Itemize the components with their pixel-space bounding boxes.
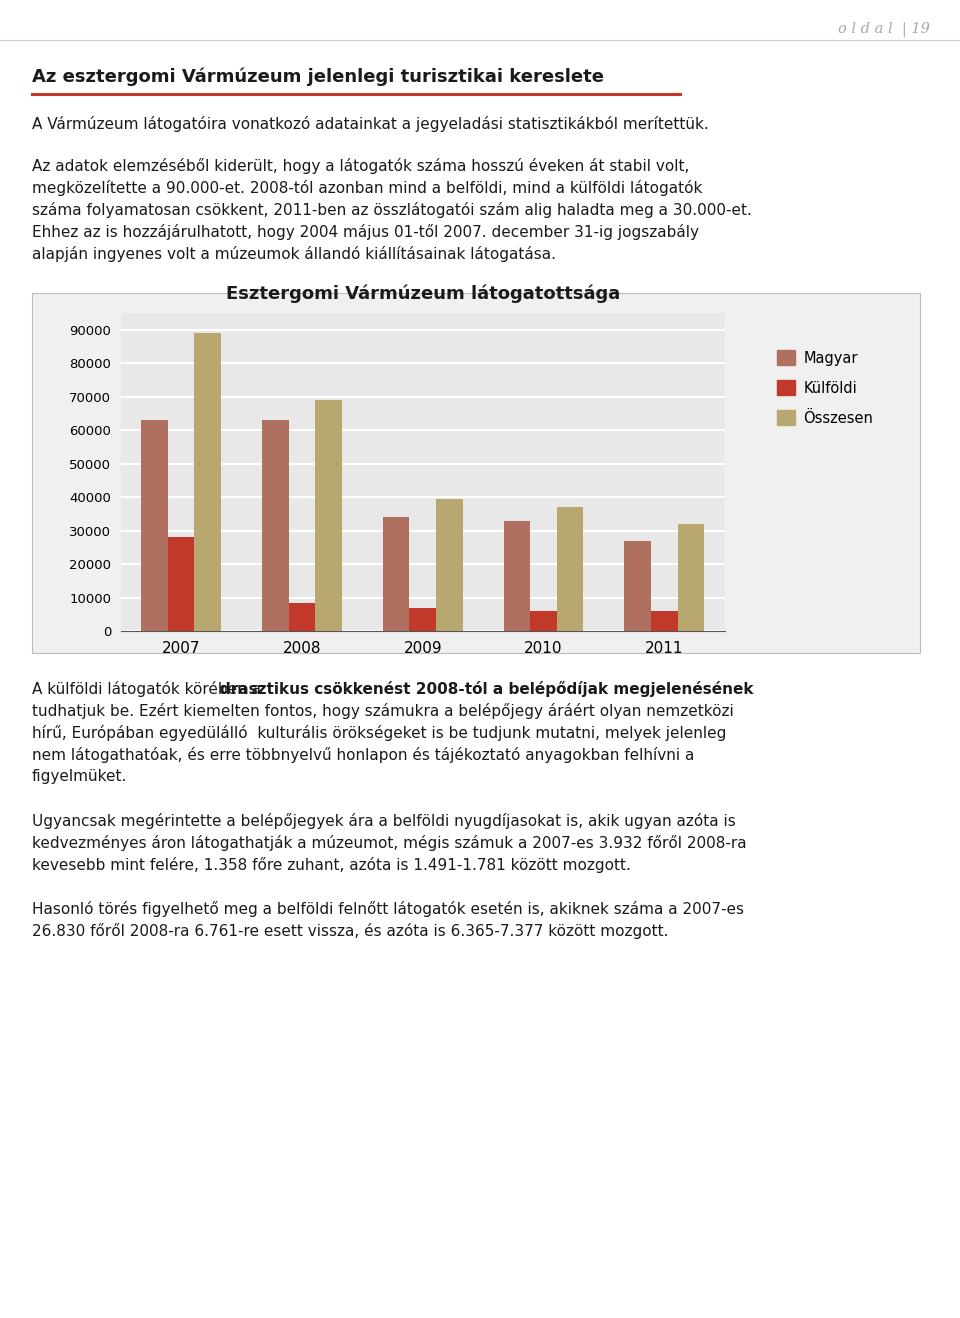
Bar [504,521,530,631]
Text: Ehhez az is hozzájárulhatott, hogy 2004 május 01-től 2007. december 31-ig jogsza: Ehhez az is hozzájárulhatott, hogy 2004 … [32,224,699,240]
Bar [383,518,409,631]
Text: Ugyancsak megérintette a belépőjegyek ára a belföldi nyugdíjasokat is, akik ugya: Ugyancsak megérintette a belépőjegyek ár… [32,813,735,829]
Text: A külföldi látogatók körében a: A külföldi látogatók körében a [32,681,266,697]
Text: alapján ingyenes volt a múzeumok állandó kiállításainak látogatása.: alapján ingyenes volt a múzeumok állandó… [32,246,556,262]
Text: Az adatok elemzéséből kiderült, hogy a látogatók száma hosszú éveken át stabil v: Az adatok elemzéséből kiderült, hogy a l… [32,158,689,174]
Title: Esztergomi Vármúzeum látogatottsága: Esztergomi Vármúzeum látogatottsága [226,285,620,303]
Bar [141,420,168,631]
Text: nem látogathatóak, és erre többnyelvű honlapon és tájékoztató anyagokban felhívn: nem látogathatóak, és erre többnyelvű ho… [32,747,694,763]
Text: Hasonló törés figyelhető meg a belföldi felnőtt látogatók esetén is, akiknek szá: Hasonló törés figyelhető meg a belföldi … [32,902,744,917]
Text: hírű, Európában egyedülálló  kulturális örökségeket is be tudjunk mutatni, melye: hírű, Európában egyedülálló kulturális ö… [32,725,727,741]
Text: kedvezményes áron látogathatják a múzeumot, mégis számuk a 2007-es 3.932 főről 2: kedvezményes áron látogathatják a múzeum… [32,836,747,851]
Bar [530,612,557,631]
Bar [195,333,221,631]
Bar [409,608,436,631]
Text: tudhatjuk be. Ezért kiemelten fontos, hogy számukra a belépőjegy áráért olyan ne: tudhatjuk be. Ezért kiemelten fontos, ho… [32,702,733,720]
Text: 26.830 főről 2008-ra 6.761-re esett vissza, és azóta is 6.365-7.377 között mozgo: 26.830 főről 2008-ra 6.761-re esett viss… [32,923,668,938]
Legend: Magyar, Külföldi, Összesen: Magyar, Külföldi, Összesen [778,351,874,426]
Bar [289,602,315,631]
Text: kevesebb mint felére, 1.358 főre zuhant, azóta is 1.491-1.781 között mozgott.: kevesebb mint felére, 1.358 főre zuhant,… [32,857,631,873]
Text: Az esztergomi Vármúzeum jelenlegi turisztikai kereslete: Az esztergomi Vármúzeum jelenlegi turisz… [32,69,604,87]
Bar [624,540,651,631]
Text: o l d a l  | 19: o l d a l | 19 [838,22,930,37]
Text: száma folyamatosan csökkent, 2011-ben az összlátogatói szám alig haladta meg a 3: száma folyamatosan csökkent, 2011-ben az… [32,202,752,217]
Text: A Vármúzeum látogatóira vonatkozó adatainkat a jegyeladási statisztikákból merít: A Vármúzeum látogatóira vonatkozó adatai… [32,116,708,132]
Bar [651,612,678,631]
Bar [678,525,704,631]
Bar [557,507,584,631]
Text: figyelmüket.: figyelmüket. [32,768,128,784]
Text: megközelítette a 90.000-et. 2008-tól azonban mind a belföldi, mind a külföldi lá: megközelítette a 90.000-et. 2008-tól azo… [32,181,703,196]
FancyBboxPatch shape [32,293,920,652]
Bar [262,420,289,631]
Bar [315,399,342,631]
Text: drasztikus csökkenést 2008-tól a belépődíjak megjelenésének: drasztikus csökkenést 2008-tól a belépőd… [220,681,753,697]
Bar [168,538,195,631]
Bar [436,500,463,631]
